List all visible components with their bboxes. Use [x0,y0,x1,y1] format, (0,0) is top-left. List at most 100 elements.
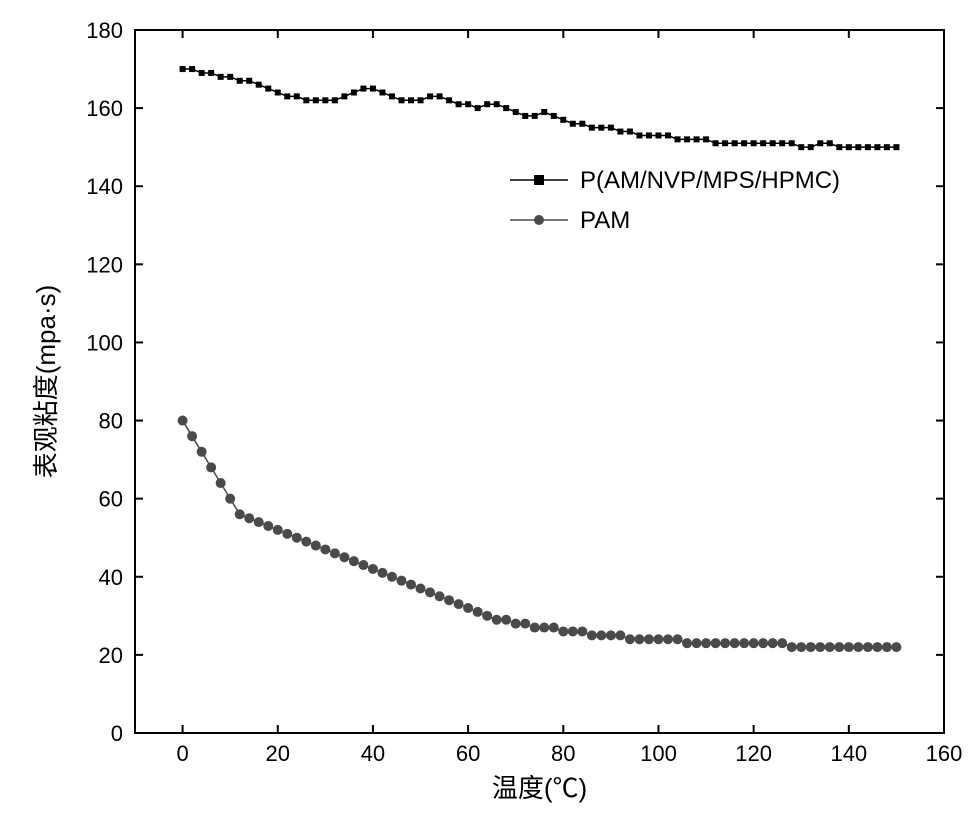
marker-square [398,97,404,103]
marker-circle [387,572,397,582]
marker-circle [539,623,549,633]
marker-square [579,121,585,127]
marker-square [389,93,395,99]
x-tick-label: 160 [926,741,963,766]
y-tick-label: 20 [99,643,123,668]
marker-square [846,144,852,150]
marker-square [522,113,528,119]
marker-square [370,86,376,92]
marker-circle [320,544,330,554]
x-tick-label: 140 [830,741,867,766]
marker-circle [178,416,188,426]
marker-square [265,86,271,92]
marker-circle [796,642,806,652]
marker-square [560,117,566,123]
marker-circle [454,599,464,609]
marker-square [770,140,776,146]
marker-square [532,113,538,119]
marker-square [884,144,890,150]
marker-square [503,105,509,111]
marker-circle [815,642,825,652]
marker-circle [292,533,302,543]
x-tick-label: 60 [456,741,480,766]
marker-circle [730,638,740,648]
marker-circle [206,462,216,472]
marker-square [189,66,195,72]
marker-circle [720,638,730,648]
marker-square [608,125,614,131]
marker-circle [225,494,235,504]
marker-circle [739,638,749,648]
marker-square [636,132,642,138]
marker-circle [377,568,387,578]
marker-square [589,125,595,131]
marker-circle [558,626,568,636]
marker-square [617,129,623,135]
y-tick-label: 0 [111,721,123,746]
marker-circle [634,634,644,644]
marker-square [817,140,823,146]
x-tick-label: 20 [266,741,290,766]
y-tick-label: 180 [86,18,123,43]
marker-circle [311,541,321,551]
marker-square [379,89,385,95]
marker-circle [577,626,587,636]
series-line-0 [183,69,897,147]
marker-square [437,93,443,99]
marker-square [465,101,471,107]
marker-square [351,89,357,95]
marker-circle [254,517,264,527]
x-tick-label: 0 [176,741,188,766]
marker-circle [349,556,359,566]
marker-circle [758,638,768,648]
marker-circle [692,638,702,648]
legend-label: P(AM/NVP/MPS/HPMC) [580,167,840,194]
marker-square [627,129,633,135]
marker-circle [463,603,473,613]
marker-circle [511,619,521,629]
marker-circle [882,642,892,652]
marker-square [684,136,690,142]
marker-circle [406,580,416,590]
chart-container: 0204060801001201401600204060801001201401… [0,0,979,823]
marker-circle [501,615,511,625]
legend-marker-square [534,175,544,185]
marker-square [408,97,414,103]
marker-square [208,70,214,76]
marker-square [446,97,452,103]
marker-circle [425,587,435,597]
marker-circle [301,537,311,547]
marker-circle [711,638,721,648]
marker-circle [606,630,616,640]
marker-square [732,140,738,146]
marker-square [275,89,281,95]
marker-square [541,109,547,115]
marker-circle [749,638,759,648]
marker-circle [473,607,483,617]
x-tick-label: 100 [640,741,677,766]
marker-square [199,70,205,76]
x-tick-label: 80 [551,741,575,766]
marker-square [893,144,899,150]
marker-circle [416,583,426,593]
marker-square [341,93,347,99]
y-tick-label: 80 [99,409,123,434]
marker-square [836,144,842,150]
marker-circle [330,548,340,558]
x-axis-label: 温度(℃) [492,773,587,803]
marker-square [427,93,433,99]
marker-circle [244,513,254,523]
marker-square [665,132,671,138]
marker-circle [492,615,502,625]
marker-circle [806,642,816,652]
marker-square [655,132,661,138]
marker-square [294,93,300,99]
y-tick-label: 140 [86,174,123,199]
marker-circle [653,634,663,644]
marker-circle [701,638,711,648]
marker-circle [644,634,654,644]
marker-square [513,109,519,115]
marker-square [713,140,719,146]
marker-square [789,140,795,146]
y-tick-label: 160 [86,96,123,121]
